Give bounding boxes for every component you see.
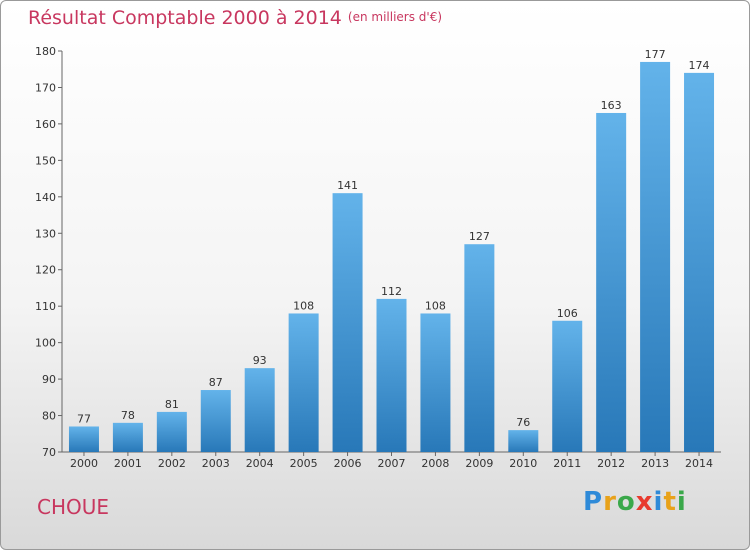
x-tick-label: 2010 bbox=[509, 457, 537, 470]
logo-letter: i bbox=[653, 487, 664, 517]
chart-subtitle: (en milliers d'€) bbox=[347, 10, 443, 24]
bar-value-label: 141 bbox=[337, 179, 358, 192]
bar-value-label: 106 bbox=[557, 307, 578, 320]
bar bbox=[640, 61, 671, 452]
x-tick-label: 2007 bbox=[378, 457, 406, 470]
bar bbox=[684, 72, 715, 452]
y-tick-label: 70 bbox=[42, 446, 56, 459]
y-tick-label: 110 bbox=[35, 300, 56, 313]
x-tick-label: 2013 bbox=[641, 457, 669, 470]
x-tick-label: 2006 bbox=[334, 457, 362, 470]
bar bbox=[508, 430, 539, 452]
y-tick-label: 170 bbox=[35, 81, 56, 94]
x-tick-label: 2008 bbox=[421, 457, 449, 470]
x-tick-label: 2000 bbox=[70, 457, 98, 470]
bar-value-label: 108 bbox=[293, 299, 314, 312]
bar bbox=[552, 320, 583, 452]
x-tick-label: 2014 bbox=[685, 457, 713, 470]
bar bbox=[112, 422, 143, 452]
place-name: CHOUE bbox=[37, 495, 110, 519]
logo-letter: t bbox=[663, 487, 677, 517]
bar-value-label: 163 bbox=[601, 99, 622, 112]
bar-value-label: 127 bbox=[469, 230, 490, 243]
y-tick-label: 90 bbox=[42, 373, 56, 386]
y-tick-label: 150 bbox=[35, 154, 56, 167]
y-tick-label: 120 bbox=[35, 264, 56, 277]
bar bbox=[332, 193, 363, 452]
chart-title-text: Résultat Comptable 2000 à 2014 bbox=[28, 7, 342, 29]
bar-value-label: 77 bbox=[77, 412, 91, 425]
logo-letter: x bbox=[635, 487, 654, 517]
y-tick-label: 160 bbox=[35, 118, 56, 131]
logo-letter: o bbox=[616, 487, 636, 517]
x-tick-label: 2011 bbox=[553, 457, 581, 470]
bar-value-label: 174 bbox=[689, 59, 710, 72]
y-tick-label: 100 bbox=[35, 337, 56, 350]
bar bbox=[200, 390, 231, 452]
x-tick-label: 2005 bbox=[290, 457, 318, 470]
logo-letter: i bbox=[676, 487, 687, 517]
bar-value-label: 108 bbox=[425, 299, 446, 312]
x-tick-label: 2012 bbox=[597, 457, 625, 470]
bar-value-label: 177 bbox=[645, 48, 666, 61]
bar-value-label: 78 bbox=[121, 409, 135, 422]
x-tick-label: 2001 bbox=[114, 457, 142, 470]
y-tick-label: 80 bbox=[42, 410, 56, 423]
y-tick-label: 180 bbox=[35, 45, 56, 58]
logo-letter: P bbox=[583, 487, 604, 517]
bar bbox=[156, 411, 187, 452]
bar-value-label: 76 bbox=[516, 416, 530, 429]
y-tick-label: 130 bbox=[35, 227, 56, 240]
y-tick-label: 140 bbox=[35, 191, 56, 204]
bar-value-label: 93 bbox=[253, 354, 267, 367]
bar bbox=[244, 368, 275, 452]
bar-value-label: 81 bbox=[165, 398, 179, 411]
x-tick-label: 2002 bbox=[158, 457, 186, 470]
bar bbox=[288, 313, 319, 452]
bar bbox=[596, 112, 627, 453]
x-tick-label: 2003 bbox=[202, 457, 230, 470]
x-tick-label: 2009 bbox=[465, 457, 493, 470]
proxiti-logo: Proxiti bbox=[583, 487, 687, 517]
bar bbox=[376, 298, 407, 452]
x-tick-label: 2004 bbox=[246, 457, 274, 470]
bar-value-label: 87 bbox=[209, 376, 223, 389]
chart-title: Résultat Comptable 2000 à 2014 (en millie… bbox=[28, 7, 442, 29]
bar bbox=[68, 426, 99, 452]
bar-value-label: 112 bbox=[381, 285, 402, 298]
bar bbox=[420, 313, 451, 452]
logo-letter: r bbox=[603, 487, 617, 517]
bar bbox=[464, 244, 495, 452]
